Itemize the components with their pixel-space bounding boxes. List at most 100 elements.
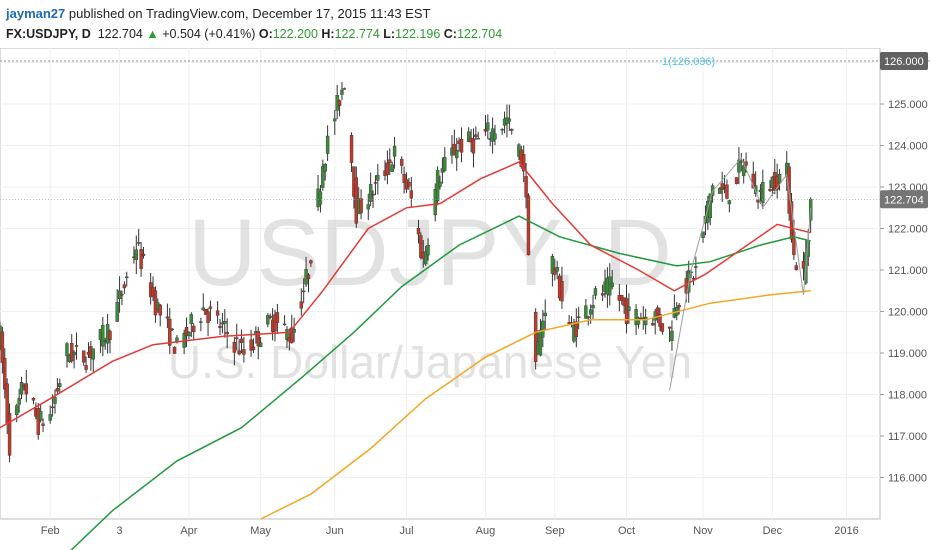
candle-up [591, 305, 595, 309]
candle-down [251, 346, 256, 350]
candle-up [753, 185, 758, 194]
x-tick-label: Jul [399, 525, 413, 537]
candle-up [627, 306, 631, 311]
candle-down [510, 128, 514, 131]
candle-up [201, 307, 205, 311]
fib-price-tag: 126.000 [884, 56, 924, 68]
fib-price-tag-bg [880, 52, 928, 71]
candle-up [737, 159, 741, 173]
candle-up [48, 414, 52, 421]
candle-up [325, 135, 330, 154]
candle-up [292, 329, 296, 333]
candle-down [471, 138, 476, 154]
candle-up [455, 150, 459, 159]
candle-up [333, 118, 337, 122]
candle-down [136, 242, 141, 244]
candle-up [588, 309, 593, 315]
candle-up [636, 317, 641, 325]
candle-up [258, 342, 263, 347]
close-label: C: [443, 27, 457, 41]
candle-down [235, 337, 239, 339]
candle-down [299, 301, 304, 309]
candle-up [466, 131, 471, 142]
candle-down [158, 304, 162, 316]
low-label: L: [383, 27, 396, 41]
candle-up [584, 305, 588, 319]
candle-down [232, 341, 237, 353]
candle-down [342, 88, 347, 90]
candle-down [553, 268, 557, 275]
candle-up [318, 191, 323, 205]
candle-down [385, 162, 390, 175]
candle-down [81, 350, 86, 363]
candle-up [493, 133, 497, 140]
candle-up [53, 396, 57, 404]
y-tick-label: 117.000 [888, 431, 927, 443]
open-value: 122.200 [272, 27, 318, 41]
candle-down [734, 177, 739, 184]
candle-up [366, 204, 370, 210]
candle-up [433, 189, 437, 216]
last-price-tag-bg [880, 190, 928, 209]
author-link[interactable]: jayman27 [6, 6, 66, 21]
candle-up [741, 165, 746, 177]
candle-down [256, 331, 260, 347]
symbol-label[interactable]: FX:USDJPY, D [6, 27, 91, 41]
candle-up [390, 164, 394, 172]
candle-down [526, 195, 531, 256]
candle-down [108, 330, 112, 340]
candle-up [91, 348, 95, 360]
candle-up [727, 200, 732, 205]
candle-down [691, 278, 696, 280]
candle-down [533, 312, 538, 363]
candle-down [184, 327, 189, 336]
x-tick-label: Apr [180, 525, 197, 537]
candle-down [474, 134, 478, 138]
candle-down [139, 249, 143, 269]
candle-down [407, 182, 411, 187]
y-tick-label: 122.000 [888, 224, 928, 236]
candle-down [168, 318, 172, 346]
candle-down [720, 183, 724, 190]
candle-down [574, 321, 579, 338]
fib-level-label: 1(126.036) [662, 56, 715, 68]
y-tick-label: 125.000 [888, 99, 928, 111]
candle-down [36, 407, 40, 435]
candle-down [242, 349, 246, 355]
last-price: 122.704 [97, 27, 143, 41]
candle-up [423, 251, 428, 265]
watermark-symbol: USDJPY, D [188, 200, 672, 306]
candle-down [337, 100, 342, 106]
candle-down [120, 293, 124, 296]
x-tick-label: Jun [326, 525, 344, 537]
candle-down [84, 365, 88, 370]
candle-down [409, 190, 414, 199]
published-text: published on TradingView.com, December 1… [68, 6, 431, 21]
candle-down [768, 188, 772, 191]
y-tick-label: 120.000 [888, 307, 928, 319]
candle-down [225, 331, 229, 335]
candle-down [560, 280, 564, 302]
x-tick-label: Nov [693, 525, 713, 537]
candle-down [600, 293, 605, 296]
candle-up [58, 383, 62, 387]
candle-down [208, 306, 213, 309]
candle-down [419, 235, 423, 258]
candle-up [74, 345, 79, 347]
ohlc-line: FX:USDJPY, D 122.704 ▲ +0.504 (+0.41%) O… [6, 27, 502, 41]
candle-down [452, 143, 457, 156]
candle-down [658, 314, 662, 327]
candles [0, 82, 813, 463]
candle-down [677, 305, 681, 308]
candle-down [306, 274, 311, 279]
candle-down [31, 397, 36, 401]
candle-down [725, 184, 729, 199]
publish-line: jayman27 published on TradingView.com, D… [6, 6, 430, 21]
overlay-line [669, 157, 812, 391]
candle-down [3, 357, 7, 390]
candle-down [359, 198, 363, 214]
candle-down [7, 413, 12, 456]
candle-up [543, 312, 547, 317]
candle-up [321, 166, 325, 188]
